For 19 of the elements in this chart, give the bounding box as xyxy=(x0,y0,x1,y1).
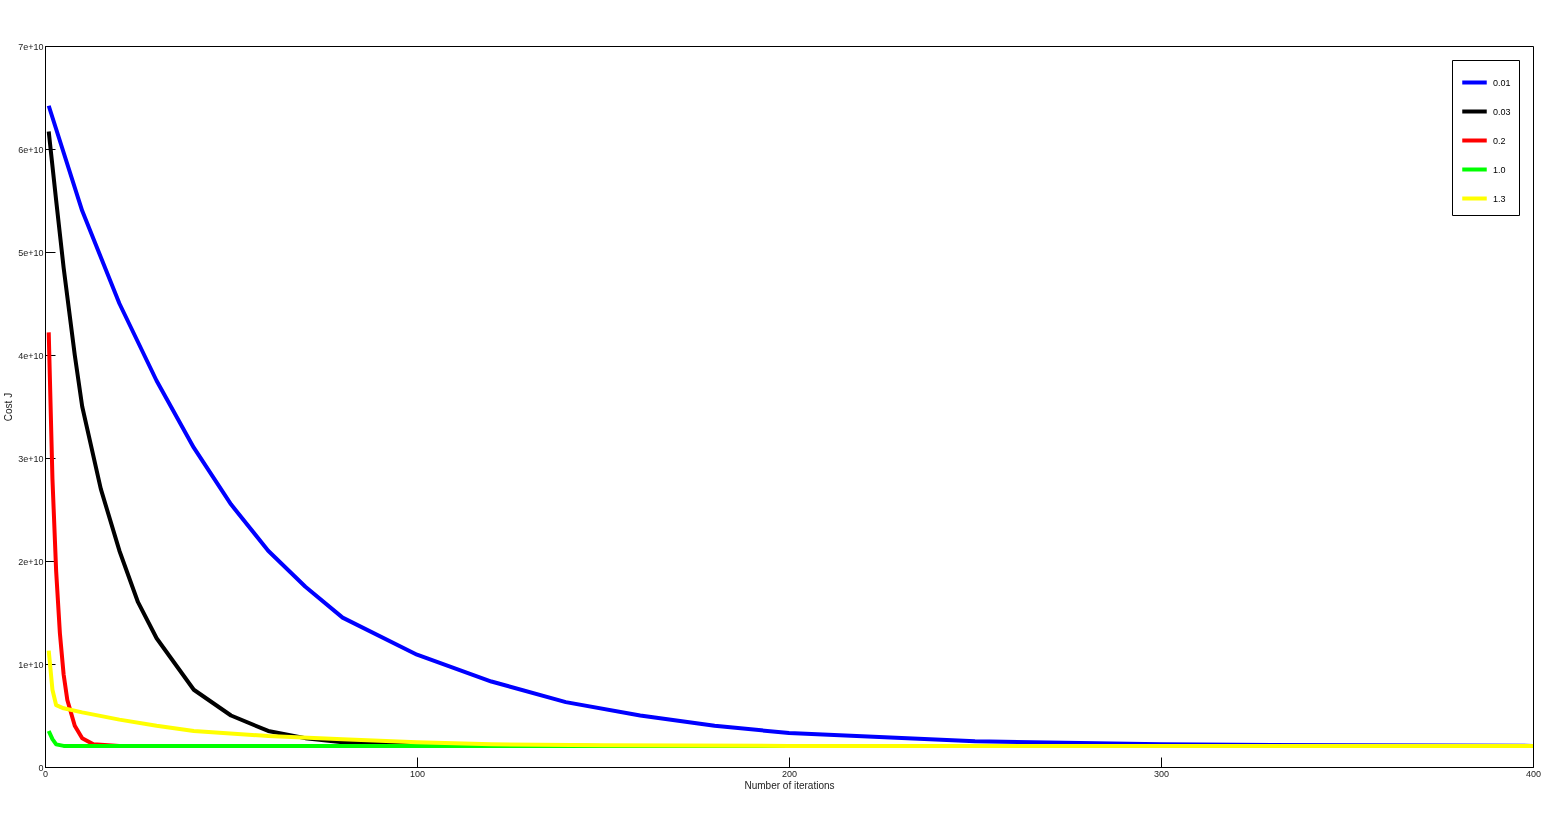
y-axis-title: Cost J xyxy=(3,392,15,422)
legend-label: 0.01 xyxy=(1493,77,1511,88)
x-tick-label: 400 xyxy=(1525,768,1542,779)
y-tick-label: 6e+10 xyxy=(18,144,44,155)
line-series xyxy=(46,648,1535,748)
x-tick-label: 300 xyxy=(1153,768,1170,779)
x-tick-label: 100 xyxy=(409,768,426,779)
y-tick-label: 1e+10 xyxy=(18,659,44,670)
y-tick-label: 5e+10 xyxy=(18,247,44,258)
y-tick-label: 7e+10 xyxy=(18,41,44,52)
legend-label: 1.3 xyxy=(1493,193,1506,204)
y-tick-label: 2e+10 xyxy=(18,556,44,567)
y-tick-label: 3e+10 xyxy=(18,453,44,464)
y-tick-label: 4e+10 xyxy=(18,350,44,361)
legend-label: 1.0 xyxy=(1493,164,1506,175)
legend-label: 0.03 xyxy=(1493,106,1511,117)
legend-label: 0.2 xyxy=(1493,135,1506,146)
x-tick-label: 200 xyxy=(781,768,798,779)
x-axis-title: Number of iterations xyxy=(744,779,835,791)
